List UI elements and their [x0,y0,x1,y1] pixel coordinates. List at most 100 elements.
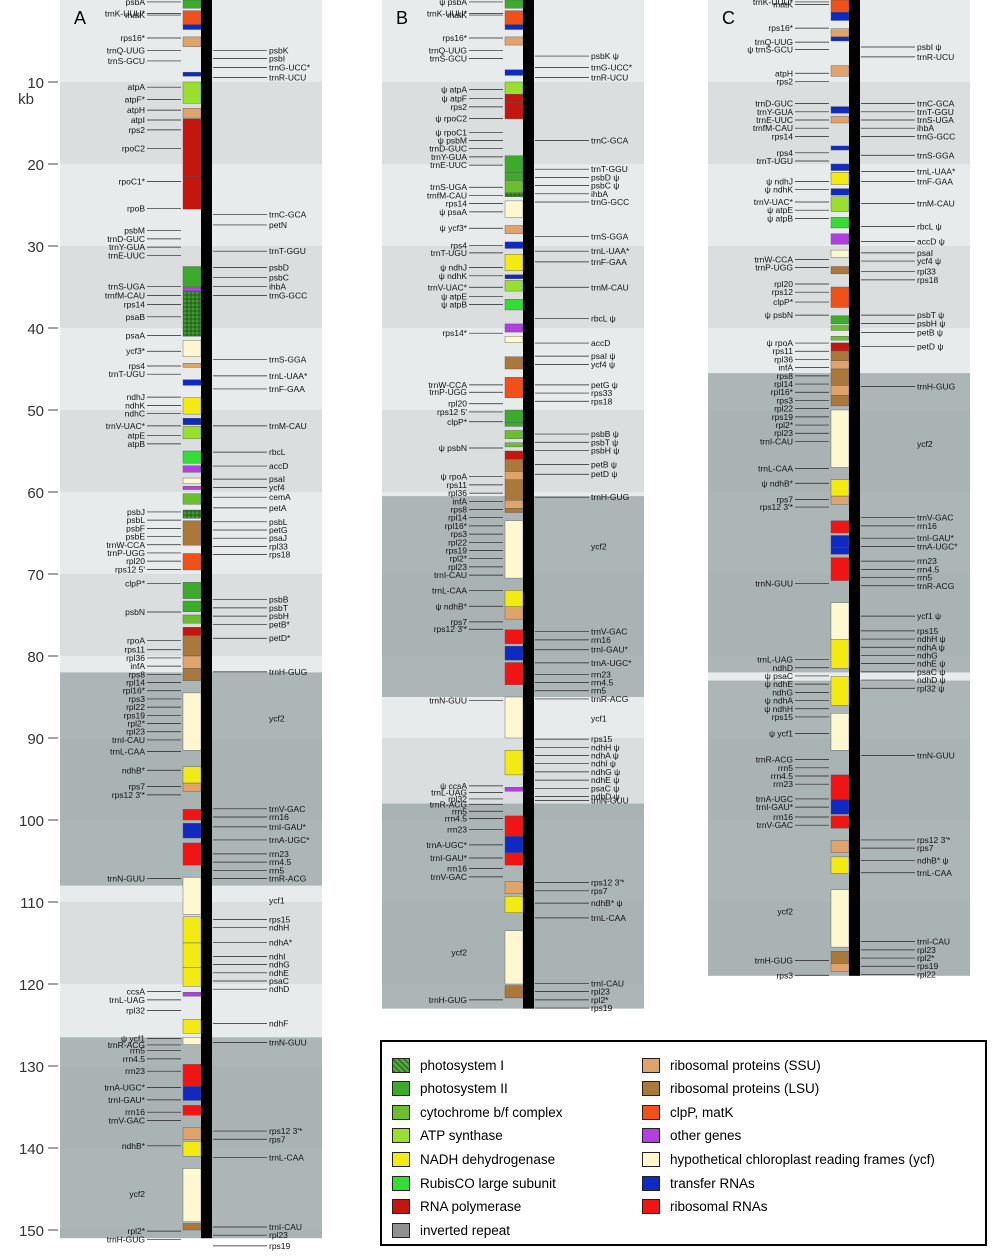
gene-block [182,553,202,571]
gene-label: psbH ψ [917,318,945,328]
gene-label: trnL-UAG [757,655,793,665]
gene-label: psbC [269,272,289,282]
gene-label: ihbA [917,123,934,133]
gene-block [830,889,850,948]
gene-label: trnR-ACG [917,581,954,591]
gene-label: trnT-GGU [917,107,954,117]
gene-label: rps18 [269,550,291,560]
legend-swatch [392,1175,410,1191]
gene-label: ψ ndhB* [761,478,793,488]
gene-label: trnM-CAU [591,282,629,292]
gene-block [504,645,524,661]
gene-label: rps15 [269,915,291,925]
gene-label: trnP-UGG [755,263,793,273]
legend-item-rps: ribosomal proteins (SSU) [642,1056,821,1074]
legend-label: photosystem II [420,1081,508,1097]
gene-label: matK [773,0,793,9]
gene-label: trnV-GAC [109,1115,145,1125]
gene-block [830,815,850,829]
gene-label: trnN-GUU [269,1038,307,1048]
gene-block [182,1127,202,1141]
gene-label: trnfM-CAU [105,290,145,300]
gene-block [504,985,524,999]
gene-block [830,520,850,534]
gene-label: trnL-UAA* [591,246,630,256]
gene-label: rps8 [128,669,145,679]
gene-block [182,81,202,104]
gene-label: trnH-GUG [591,492,629,502]
gene-label: trnS-GGA [269,354,307,364]
panel-label: A [74,8,86,28]
gene-label: clpP* [447,417,468,427]
gene-block [182,520,202,546]
gene-block [504,787,524,792]
gene-label: rps7 [917,843,934,853]
gene-label: ψ psbM [438,136,467,146]
legend-swatch [392,1128,410,1144]
gene-label: psbK [269,45,289,55]
gene-block [504,69,524,76]
gene-block [504,274,524,280]
gene-label: rpl2* [591,995,609,1005]
gene-label: rps18 [591,396,613,406]
axis-tick-label: 140 [19,1141,44,1158]
gene-label: rpl36 [126,653,145,663]
axis-tick-label: 90 [27,731,44,748]
gene-label: ψ psaA [439,207,467,217]
legend-swatch [642,1104,660,1120]
gene-block [182,36,202,47]
gene-label: ψ psbN [439,443,467,453]
gene-label: trnC-GCA [917,99,955,109]
gene-block [504,750,524,776]
gene-label: ndhE ψ [591,775,619,785]
gene-label: ndhH ψ [917,634,946,644]
gene-label: ndhE [269,968,289,978]
gene-label: trnN-GUU [755,578,793,588]
gene-block [182,363,202,368]
gene-label: trnW-CCA [106,540,145,550]
gene-block [182,967,202,987]
gene-label: rps8 [776,371,793,381]
legend-label: clpP, matK [670,1104,734,1120]
gene-block [504,241,524,249]
gene-label: trnR-UCU [917,52,954,62]
legend-item-rpl: ribosomal proteins (LSU) [642,1080,819,1098]
gene-block [182,635,202,657]
gene-label: rps3 [450,529,467,539]
gene-label: rps8 [450,505,467,515]
gene-label: ψ ndhH [764,704,793,714]
gene-label: trnL-CAA [917,868,952,878]
gene-label: trnL-UAG [431,787,467,797]
gene-label: trnF-GAA [917,177,953,187]
legend-swatch [392,1057,410,1073]
gene-label: trnL-UAA* [917,167,956,177]
gene-block [830,350,850,361]
gene-label: ycf2 [269,714,285,724]
gene-label: rps19 [124,710,146,720]
legend-swatch [392,1222,410,1238]
gene-block [504,192,524,197]
gene-label: trnN-GUU [917,751,955,761]
gene-label: ψ ccsA [440,781,467,791]
gene-label: trnH-GUG [755,956,793,966]
gene-block [504,0,524,9]
gene-label: trnY-GUA [757,107,793,117]
gene-label: ψ trnS-GCU [747,44,793,54]
gene-block [830,535,850,548]
gene-block [182,1019,202,1034]
gene-block [830,336,850,341]
gene-label: rps7 [269,1134,286,1144]
gene-label: trnA-UGC* [917,541,958,551]
gene-label: rpl16* [771,387,794,397]
axis-tick-label: 10 [27,75,44,92]
gene-label: psbM [124,226,145,236]
gene-label: rps7 [450,617,467,627]
gene-label: ndhE ψ [917,659,945,669]
gene-label: rpl16* [445,521,468,531]
gene-label: psaI ψ [591,351,616,361]
gene-label: ndhH [269,923,289,933]
gene-block [182,465,202,473]
gene-label: rps14* [442,328,467,338]
gene-block [504,94,524,103]
gene-block [182,493,202,505]
